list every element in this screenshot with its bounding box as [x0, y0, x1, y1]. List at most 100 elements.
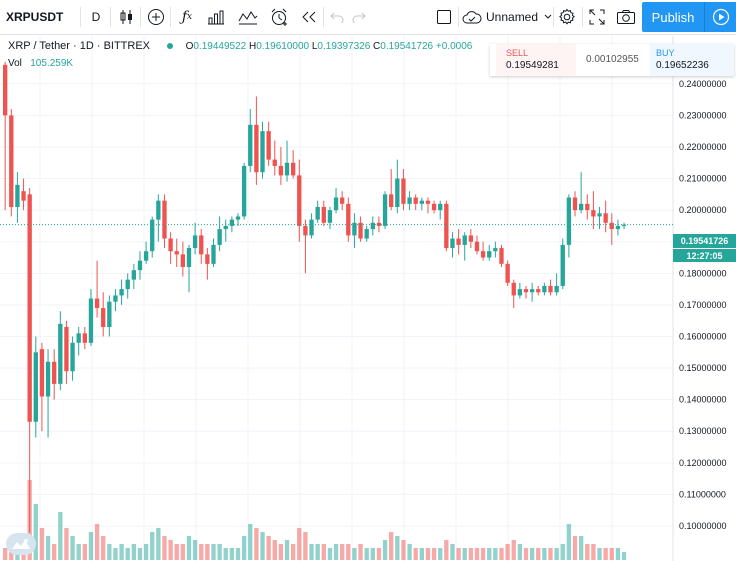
buy-button[interactable]: BUY 0.19652236	[650, 44, 734, 76]
y-tick-label: 0.18000000	[679, 268, 727, 278]
candle-body	[52, 361, 57, 384]
volume-bar	[76, 544, 81, 560]
sell-button[interactable]: SELL 0.19549281	[496, 44, 576, 76]
candles-icon[interactable]	[116, 0, 138, 34]
last-price-tag: 0.19541726	[673, 234, 736, 248]
sell-price: 0.19549281	[506, 60, 559, 71]
volume-bar	[186, 536, 192, 560]
camera-icon[interactable]	[615, 0, 637, 34]
candle-body	[21, 191, 26, 201]
candle-body	[70, 342, 75, 372]
candle-body	[82, 333, 87, 343]
volume-bar	[303, 532, 308, 560]
volume-bar	[211, 544, 216, 560]
volume-bar	[137, 548, 143, 560]
candle-body	[174, 251, 179, 255]
volume-bar	[107, 544, 112, 560]
volume-bar	[180, 544, 186, 560]
volume-bar	[511, 540, 516, 560]
candle-body	[278, 165, 284, 176]
candle-body	[39, 349, 45, 397]
volume-bar	[101, 536, 106, 560]
fullscreen-layout-icon[interactable]	[433, 0, 455, 34]
volume-bar	[297, 528, 302, 560]
fullscreen-icon[interactable]	[586, 0, 608, 34]
candle-body	[327, 210, 333, 223]
candle-body	[131, 270, 137, 280]
volume-bar	[168, 540, 173, 560]
indicators-icon[interactable]	[237, 0, 259, 34]
replay-icon[interactable]	[298, 0, 320, 34]
candle-body	[315, 206, 320, 220]
volume-bar	[70, 536, 75, 560]
candle-body	[425, 200, 431, 204]
candle-body	[566, 197, 572, 245]
candle-body	[364, 229, 369, 239]
volume-bar	[493, 548, 498, 560]
volume-bar	[364, 548, 369, 560]
toolbar-divider	[582, 7, 583, 27]
volume-bar	[45, 536, 51, 560]
candle-body	[474, 241, 480, 252]
candle-body	[290, 162, 296, 176]
compare-icon[interactable]	[205, 0, 227, 34]
candle-body	[217, 229, 222, 245]
volume-bar	[217, 544, 222, 560]
toolbar-divider	[140, 7, 141, 27]
y-tick-label: 0.13000000	[679, 426, 727, 436]
candle-body	[401, 178, 406, 204]
candle-body	[499, 248, 504, 264]
volume-bar	[150, 532, 155, 560]
toolbar-divider	[458, 7, 459, 27]
settings-icon[interactable]	[556, 0, 578, 34]
volume-bar	[474, 548, 480, 560]
candle-body	[88, 298, 94, 343]
toolbar-divider	[80, 7, 81, 27]
alert-icon[interactable]	[268, 0, 290, 34]
volume-bar	[456, 548, 461, 560]
price-chart[interactable]: 0.24000000 0.23000000 0.22000000 0.21000000…	[0, 36, 736, 561]
volume-bar	[248, 524, 253, 560]
toolbar-divider	[110, 7, 111, 27]
publish-arrow-button[interactable]	[704, 2, 736, 32]
interval-button[interactable]: D	[91, 10, 101, 24]
candle-body	[76, 333, 81, 343]
candle-body	[419, 200, 424, 204]
y-tick-label: 0.23000000	[679, 110, 727, 120]
volume-bar	[395, 536, 400, 560]
volume-bar	[523, 548, 529, 560]
volume-value: 105.259K	[30, 58, 74, 69]
undo-icon[interactable]	[326, 0, 348, 34]
volume-bar	[536, 548, 541, 560]
publish-button[interactable]: Publish	[642, 2, 704, 32]
candle-body	[548, 285, 553, 293]
symbol-search-button[interactable]: XRPUSDT	[6, 10, 64, 24]
candle-body	[493, 248, 498, 252]
candle-body	[9, 115, 14, 207]
y-tick-label: 0.12000000	[679, 458, 727, 468]
volume-bar	[621, 552, 627, 560]
y-tick-label: 0.20000000	[679, 205, 727, 215]
layout-menu-button[interactable]: Unnamed	[462, 0, 552, 34]
volume-bar	[284, 540, 290, 560]
volume-bar	[566, 524, 572, 560]
volume-bar	[529, 548, 535, 560]
candle-body	[487, 251, 492, 258]
y-tick-label: 0.10000000	[679, 521, 727, 531]
add-indicator-icon[interactable]	[145, 0, 167, 34]
volume-bar	[254, 528, 259, 560]
volume-bar	[3, 548, 8, 560]
volume-bar	[315, 544, 320, 560]
spread-value: 0.00102955	[586, 54, 639, 65]
candle-body	[536, 289, 541, 293]
tradingview-logo-icon[interactable]	[6, 533, 36, 555]
candle-body	[168, 238, 173, 252]
candle-body	[340, 197, 345, 204]
candle-body	[241, 165, 247, 217]
volume-bar	[192, 540, 198, 560]
candle-body	[603, 213, 608, 223]
volume-bar	[376, 548, 382, 560]
redo-icon[interactable]	[348, 0, 370, 34]
